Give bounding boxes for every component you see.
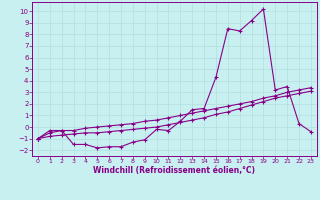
X-axis label: Windchill (Refroidissement éolien,°C): Windchill (Refroidissement éolien,°C) [93,166,255,175]
